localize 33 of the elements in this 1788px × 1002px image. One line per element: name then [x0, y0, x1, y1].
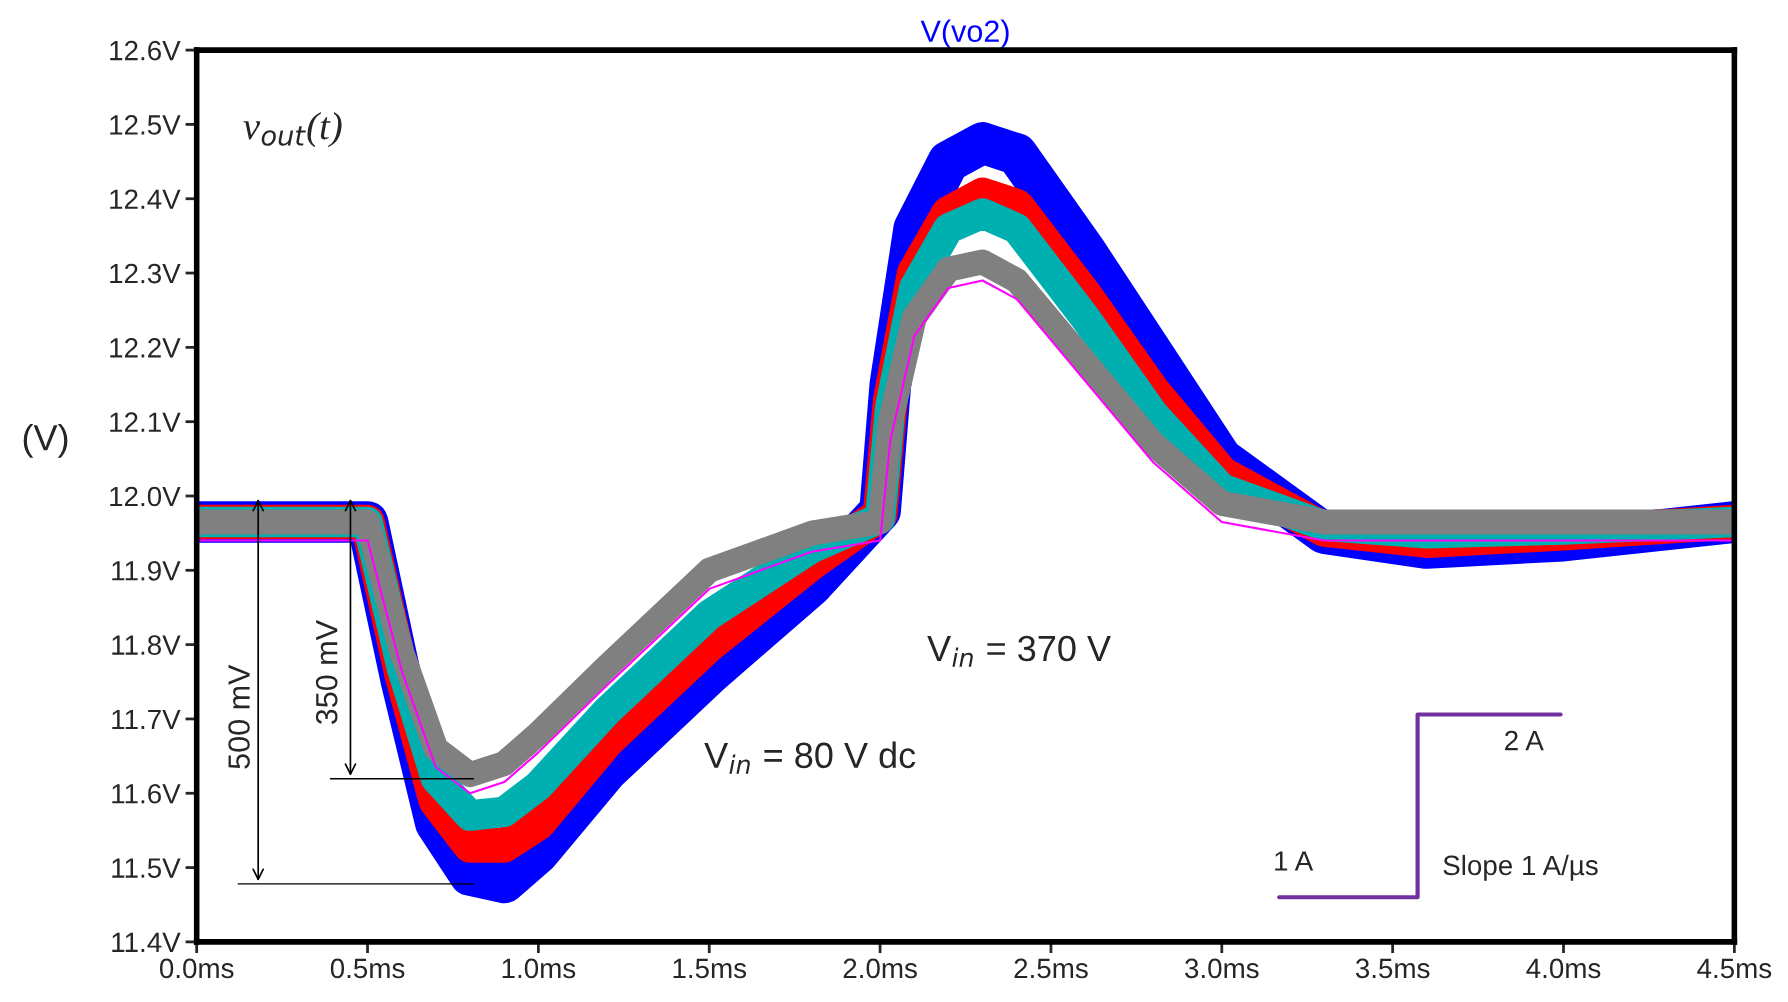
- annotation: 1 A: [1275, 851, 1314, 871]
- annotation: 2 A: [1505, 730, 1544, 751]
- x-tick-label: 0.5ms: [330, 958, 405, 979]
- y-tick-label: 12.5V: [110, 115, 181, 135]
- annotation: v$_{out}$(t): [243, 112, 342, 148]
- y-tick-label: 12.2V: [110, 338, 181, 358]
- x-tick-label: 1.0ms: [502, 958, 576, 979]
- y-axis-title: (V): [23, 424, 68, 458]
- y-tick-label: 12.0V: [110, 486, 181, 507]
- annotation: Slope 1 A/µs: [1443, 854, 1598, 881]
- y-tick-label: 11.5V: [112, 858, 181, 878]
- x-tick-label: 4.0ms: [1526, 958, 1601, 979]
- x-tick-label: 3.5ms: [1355, 958, 1430, 979]
- y-tick-label: 11.9V: [112, 560, 181, 581]
- y-tick-label: 12.1V: [110, 412, 181, 432]
- x-tick-label: 2.0ms: [843, 958, 917, 979]
- y-tick-label: 11.7V: [112, 709, 181, 729]
- y-tick-label: 12.6V: [110, 40, 181, 61]
- y-tick-label: 12.4V: [110, 189, 181, 209]
- x-tick-label: 4.5ms: [1697, 958, 1772, 979]
- y-tick-label: 12.3V: [110, 263, 181, 284]
- x-tick-label: 1.5ms: [673, 958, 747, 979]
- chart-title: V(vo2): [920, 19, 1009, 49]
- annotation: 350 mV: [315, 620, 338, 725]
- x-tick-label: 2.5ms: [1014, 958, 1088, 979]
- x-tick-label: 3.0ms: [1185, 958, 1259, 979]
- y-tick-label: 11.6V: [112, 783, 181, 804]
- y-tick-label: 11.4V: [112, 932, 181, 952]
- y-tick-label: 11.8V: [112, 635, 181, 655]
- annotation: V$_{in}$ = 370 V: [927, 635, 1111, 667]
- x-tick-label: 0.0ms: [159, 958, 234, 979]
- annotation: 500 mV: [228, 664, 250, 769]
- annotation: V$_{in}$ = 80 V dc: [704, 741, 916, 774]
